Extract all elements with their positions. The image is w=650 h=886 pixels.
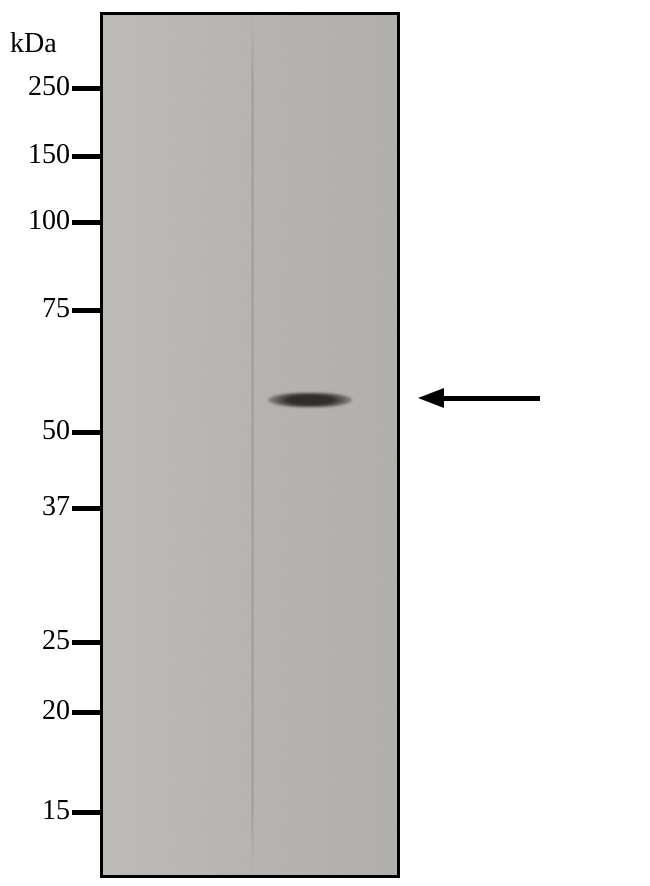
figure-canvas: kDa 250150100755037252015 12 xyxy=(0,0,650,886)
mw-label: 150 xyxy=(10,139,70,171)
mw-tick xyxy=(72,154,100,159)
mw-tick xyxy=(72,308,100,313)
arrow-shaft xyxy=(442,396,540,401)
mw-label: 100 xyxy=(10,205,70,237)
mw-tick xyxy=(72,430,100,435)
blot-membrane xyxy=(100,12,400,878)
mw-label: 37 xyxy=(10,491,70,523)
membrane-texture xyxy=(103,15,397,875)
lane-divider xyxy=(251,15,254,875)
mw-label: 25 xyxy=(10,625,70,657)
mw-tick xyxy=(72,86,100,91)
mw-label: 50 xyxy=(10,415,70,447)
protein-band xyxy=(268,393,352,407)
mw-tick xyxy=(72,710,100,715)
mw-label: 75 xyxy=(10,293,70,325)
mw-tick xyxy=(72,506,100,511)
mw-label: 15 xyxy=(10,795,70,827)
axis-unit-label: kDa xyxy=(10,28,57,60)
arrow-head-icon xyxy=(418,388,444,408)
blot-background xyxy=(103,15,397,875)
mw-tick xyxy=(72,810,100,815)
mw-label: 250 xyxy=(10,71,70,103)
mw-tick xyxy=(72,640,100,645)
mw-label: 20 xyxy=(10,695,70,727)
mw-tick xyxy=(72,220,100,225)
